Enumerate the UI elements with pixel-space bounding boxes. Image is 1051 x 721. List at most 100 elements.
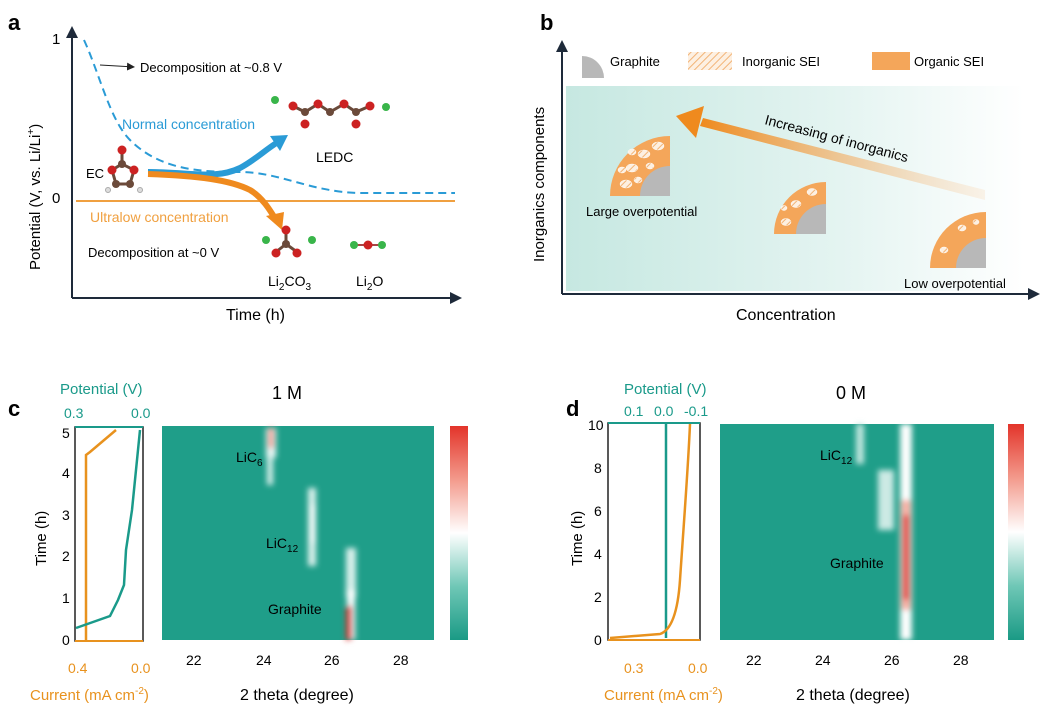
panel-c-time-tick-3: 3	[62, 507, 70, 523]
decomposition-bottom-label: Decomposition at ~0 V	[88, 245, 219, 260]
panel-d-time-tick-8: 8	[594, 460, 602, 476]
panel-d-current-trace	[609, 423, 692, 640]
panel-c-time-ticks: 0 1 2 3 4 5	[62, 425, 70, 648]
low-overpotential-label: Low overpotential	[904, 276, 1006, 291]
legend-organic-label: Organic SEI	[914, 54, 984, 69]
panel-d-title: 0 M	[836, 383, 866, 403]
ledc-label: LEDC	[316, 149, 353, 165]
panel-d-echem-frame	[607, 422, 701, 641]
panel-c: c 1 M Potential (V) 0.3 0.0 0 1 2 3 4 5 …	[8, 381, 468, 704]
ledc-arrowhead	[270, 135, 288, 151]
panel-c-current-trace	[84, 429, 117, 640]
li2co3-arrowhead	[266, 212, 284, 230]
ec-label: EC	[86, 166, 104, 181]
panel-c-potential-tick-1: 0.0	[131, 405, 151, 421]
inorganics-trend-arrow	[700, 118, 985, 200]
panel-d-time-tick-10: 10	[588, 417, 604, 433]
panel-c-time-tick-4: 4	[62, 465, 70, 481]
panel-a-letter: a	[8, 10, 21, 35]
legend-graphite-icon	[582, 56, 604, 78]
panel-c-xrd-features	[266, 428, 356, 640]
panel-d-current-tick-0: 0.3	[624, 660, 644, 676]
panel-c-xrd-label: 2 theta (degree)	[240, 687, 354, 704]
panel-b-x-arrowhead	[1028, 288, 1040, 300]
normal-concentration-label: Normal concentration	[122, 116, 255, 132]
li2co3-path-arrow	[147, 171, 279, 222]
panel-d-xrd-tick-28: 28	[953, 652, 969, 668]
panel-c-phase-lic6: LiC6	[236, 449, 263, 469]
panel-c-time-tick-1: 1	[62, 590, 70, 606]
panel-a-x-label: Time (h)	[226, 307, 285, 324]
panel-c-phase-lic12: LiC12	[266, 535, 299, 555]
inorganics-trend-arrowhead	[676, 106, 704, 138]
panel-d-xrd-ticks: 22 24 26 28	[746, 652, 969, 668]
large-overpotential-label: Large overpotential	[586, 204, 697, 219]
ledc-path-arrow	[147, 139, 280, 178]
panel-d-xrd-label: 2 theta (degree)	[796, 687, 910, 704]
panel-c-phase-graphite: Graphite	[268, 601, 322, 617]
panel-d-potential-tick-0: 0.1	[624, 403, 644, 419]
panel-a-x-arrowhead	[450, 292, 462, 304]
panel-d-current-label: Current (mA cm-2)	[604, 686, 723, 704]
panel-c-potential-label: Potential (V)	[60, 381, 143, 398]
panel-d-xrd-features	[856, 424, 912, 640]
li2co3-molecule-icon	[262, 225, 316, 258]
panel-a-tick-1: 1	[52, 31, 60, 48]
panel-a-y-label: Potential (V, vs. Li/Li+)	[26, 124, 44, 270]
panel-c-time-tick-5: 5	[62, 425, 70, 441]
panel-c-letter: c	[8, 396, 20, 421]
panel-c-time-tick-0: 0	[62, 632, 70, 648]
panel-d-phase-lic12: LiC12	[820, 447, 853, 467]
ledc-molecule-icon	[271, 96, 390, 129]
low-overpotential-particle	[930, 212, 986, 268]
panel-a: a 1 0 Potential (V, vs. Li/Li+) Time (h)…	[8, 10, 462, 324]
panel-d-current-tick-1: 0.0	[688, 660, 708, 676]
panel-c-title: 1 M	[272, 383, 302, 403]
panel-c-current-tick-0: 0.4	[68, 660, 88, 676]
panel-d-phase-graphite: Graphite	[830, 555, 884, 571]
panel-d-xrd-tick-22: 22	[746, 652, 762, 668]
panel-c-current-tick-1: 0.0	[131, 660, 151, 676]
panel-d-xrd-tick-24: 24	[815, 652, 831, 668]
panel-d-time-tick-2: 2	[594, 589, 602, 605]
panel-b-y-arrowhead	[556, 40, 568, 52]
li2o-molecule-icon	[350, 240, 386, 250]
panel-a-y-arrowhead	[66, 26, 78, 38]
panel-d-xrd-tick-26: 26	[884, 652, 900, 668]
large-overpotential-particle	[610, 136, 670, 196]
panel-c-xrd-tick-26: 26	[324, 652, 340, 668]
panel-c-xrd-tick-24: 24	[256, 652, 272, 668]
legend-graphite-label: Graphite	[610, 54, 660, 69]
panel-d-colorbar	[1008, 424, 1024, 640]
panel-a-tick-0: 0	[52, 190, 60, 207]
panel-c-time-tick-2: 2	[62, 548, 70, 564]
panel-b: b Graphite Inorganic SEI Organic SEI Ino…	[531, 10, 1040, 324]
panel-b-y-label: Inorganics components	[531, 107, 548, 262]
legend-organic-icon	[872, 52, 910, 70]
panel-c-potential-tick-0: 0.3	[64, 405, 84, 421]
panel-c-time-label: Time (h)	[33, 511, 50, 566]
panel-d-time-tick-4: 4	[594, 546, 602, 562]
panel-d-potential-tick-2: -0.1	[684, 403, 708, 419]
panel-c-xrd-map	[162, 426, 434, 640]
panel-d-letter: d	[566, 396, 579, 421]
panel-b-letter: b	[540, 10, 553, 35]
decomposition-top-arrow	[99, 62, 135, 71]
panel-c-potential-trace	[75, 429, 142, 630]
panel-d-potential-label: Potential (V)	[624, 381, 707, 398]
panel-c-xrd-tick-28: 28	[393, 652, 409, 668]
panel-c-xrd-ticks: 22 24 26 28	[186, 652, 409, 668]
panel-c-current-label: Current (mA cm-2)	[30, 686, 149, 704]
legend-inorganic-icon	[688, 52, 732, 70]
decomposition-top-label: Decomposition at ~0.8 V	[140, 60, 282, 75]
li2o-label: Li2O	[356, 273, 383, 293]
panel-d-time-label: Time (h)	[569, 511, 586, 566]
panel-d-time-tick-6: 6	[594, 503, 602, 519]
panel-d-potential-tick-1: 0.0	[654, 403, 674, 419]
panel-c-xrd-tick-22: 22	[186, 652, 202, 668]
panel-c-colorbar	[450, 426, 468, 640]
ec-molecule-icon	[105, 145, 143, 193]
panel-b-x-label: Concentration	[736, 307, 836, 324]
panel-d: d 0 M Potential (V) 0.1 0.0 -0.1 0 2 4 6…	[566, 381, 1024, 704]
